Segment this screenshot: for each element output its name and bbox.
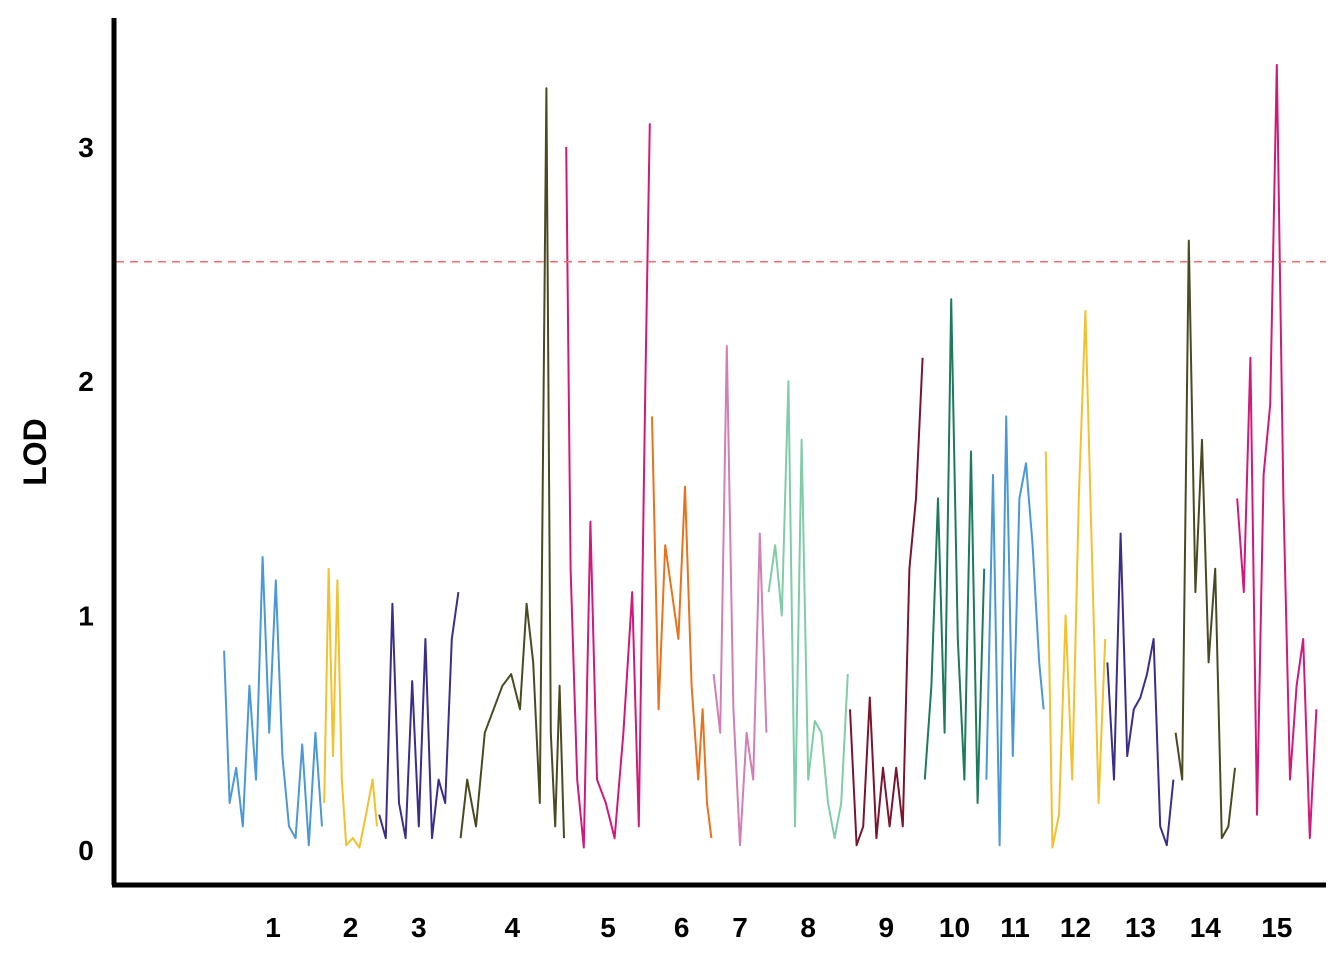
y-axis-title: LOD: [17, 418, 53, 486]
series-line-chr15: [1236, 63, 1318, 840]
x-tick-label-1: 1: [265, 912, 281, 943]
x-tick-label-10: 10: [939, 912, 970, 943]
x-tick-label-4: 4: [505, 912, 521, 943]
series-line-chr6: [651, 416, 713, 839]
series-line-chr1: [223, 555, 323, 847]
x-ticks: 1 2 3 4 5 6 7 8 9 10 11 12 13 14 15: [265, 912, 1292, 943]
series-line-chr8: [767, 380, 849, 840]
series-line-chr7: [712, 345, 768, 847]
series-line-chr11: [985, 415, 1045, 847]
x-tick-label-13: 13: [1125, 912, 1156, 943]
y-ticks: 0 1 2 3: [78, 132, 94, 866]
y-tick-label-0: 0: [78, 835, 94, 866]
y-tick-label-2: 2: [78, 366, 94, 397]
x-tick-label-11: 11: [1000, 912, 1030, 943]
x-tick-label-2: 2: [343, 912, 359, 943]
series-line-chr13: [1106, 532, 1175, 847]
x-tick-label-7: 7: [732, 912, 748, 943]
series-line-chr4: [459, 87, 565, 839]
y-tick-label-1: 1: [78, 601, 94, 632]
x-tick-label-5: 5: [600, 912, 616, 943]
series-layer: [223, 63, 1318, 849]
x-tick-label-14: 14: [1190, 912, 1222, 943]
series-line-chr5: [565, 123, 651, 849]
x-tick-label-8: 8: [800, 912, 816, 943]
series-line-chr3: [378, 591, 460, 840]
series-line-chr2: [323, 567, 378, 849]
x-tick-label-6: 6: [674, 912, 690, 943]
x-tick-label-9: 9: [879, 912, 895, 943]
series-line-chr10: [923, 298, 986, 804]
series-line-chr14: [1174, 239, 1236, 840]
series-line-chr9: [849, 357, 924, 847]
y-tick-label-3: 3: [78, 132, 94, 163]
x-tick-label-3: 3: [411, 912, 427, 943]
x-tick-label-12: 12: [1060, 912, 1091, 943]
series-line-chr12: [1044, 309, 1107, 849]
x-tick-label-15: 15: [1261, 912, 1292, 943]
